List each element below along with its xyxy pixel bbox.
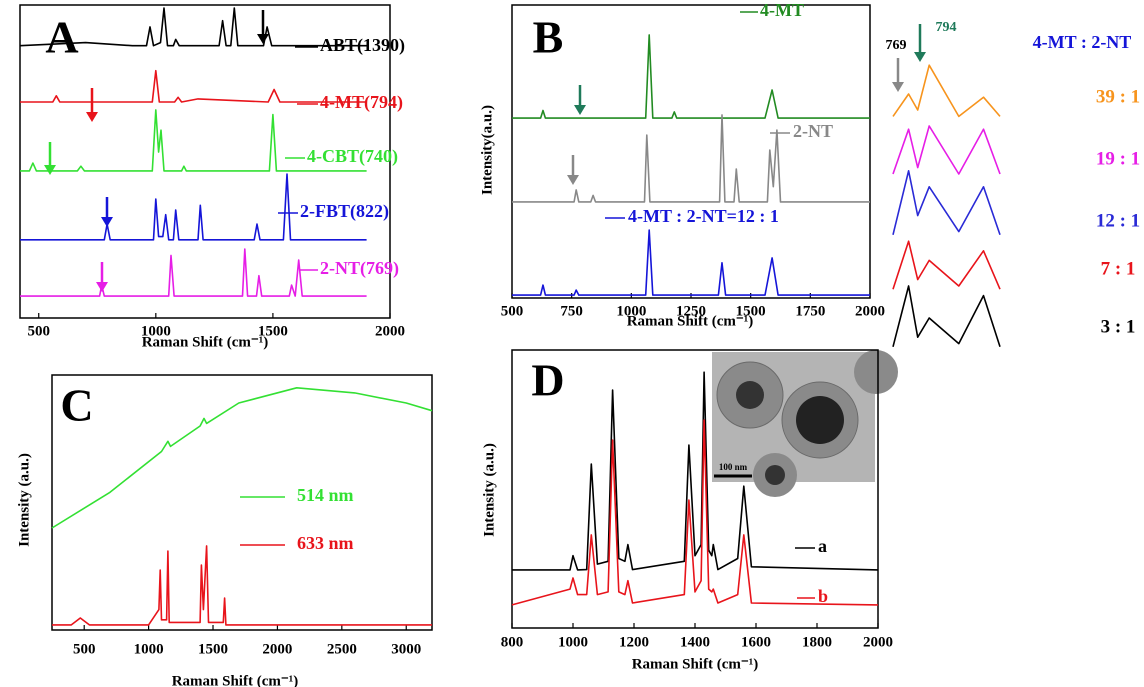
x-tick-label: 1500 (198, 641, 228, 657)
series-label: 12 : 1 (1096, 210, 1140, 231)
x-tick-label: 1000 (141, 323, 171, 339)
arrow-head (86, 112, 98, 122)
x-tick-label: 750 (560, 303, 583, 319)
x-tick-label: 2500 (327, 641, 357, 657)
panel-letter: A (45, 12, 78, 63)
x-tick-label: 1200 (619, 634, 649, 650)
spectrum (512, 230, 870, 295)
spectrum (893, 65, 1000, 116)
x-tick-label: 1750 (795, 303, 825, 319)
x-tick-label: 1500 (736, 303, 766, 319)
series-label: 2-FBT(822) (300, 201, 389, 222)
x-tick-label: 2000 (855, 303, 885, 319)
spectrum (20, 71, 367, 102)
spectrum (893, 126, 1000, 174)
scale-label: 100 nm (719, 462, 748, 472)
x-tick-label: 2000 (262, 641, 292, 657)
x-tick-label: 1800 (802, 634, 832, 650)
panel: 4-MT : 2-NT 769 794 39 : 1 19 : 1 12 : 1 7 : 1… (886, 20, 1141, 347)
spectrum (52, 388, 432, 528)
x-tick-label: 500 (27, 323, 50, 339)
series-label: 2-NT (793, 121, 833, 141)
spectrum (893, 171, 1000, 235)
peak-annotation: 794 (936, 20, 957, 35)
x-axis-label: Raman Shift (cm⁻¹) (632, 656, 759, 672)
series-label: 7 : 1 (1101, 258, 1136, 279)
spectrum (52, 546, 432, 625)
series-label: 4-MT : 2-NT=12 : 1 (628, 206, 779, 226)
series-label: ABT(1390) (320, 35, 405, 56)
spectrum (20, 249, 367, 296)
y-axis-label: Intensity (a.u.) (16, 453, 32, 547)
arrow-head (257, 34, 269, 44)
x-tick-label: 2000 (375, 323, 405, 339)
x-tick-label: 1250 (676, 303, 706, 319)
inset-title: 4-MT : 2-NT (1033, 32, 1132, 52)
panel-letter: D (531, 355, 564, 406)
x-tick-label: 500 (501, 303, 524, 319)
series-label: 3 : 1 (1101, 316, 1136, 337)
x-tick-label: 1500 (258, 323, 288, 339)
tem-image: 100 nm (712, 350, 898, 497)
particle (854, 350, 898, 394)
x-tick-label: 1400 (680, 634, 710, 650)
series-label: b (818, 586, 828, 606)
particle-core (736, 381, 764, 409)
arrow-head (567, 175, 579, 185)
arrow-head (914, 52, 926, 62)
spectrum (893, 241, 1000, 289)
x-tick-label: 1000 (134, 641, 164, 657)
x-tick-label: 800 (501, 634, 524, 650)
series-label: a (818, 536, 827, 556)
y-axis-label: Intensity(a.u.) (479, 105, 495, 195)
x-tick-label: 1000 (616, 303, 646, 319)
peak-annotation: 769 (886, 38, 907, 53)
spectrum (512, 35, 870, 118)
x-tick-label: 500 (73, 641, 96, 657)
plot-frame (52, 375, 432, 630)
x-tick-label: 2000 (863, 634, 893, 650)
x-tick-label: 1000 (558, 634, 588, 650)
plot-frame (512, 5, 870, 298)
series-label: 2-NT(769) (320, 258, 399, 279)
arrow-head (96, 282, 108, 292)
series-label: 39 : 1 (1096, 86, 1140, 107)
series-label: 4-CBT(740) (307, 146, 398, 167)
panel-letter: B (533, 12, 564, 63)
arrow-head (892, 82, 904, 92)
panel-letter: C (60, 380, 93, 431)
particle-core (765, 465, 785, 485)
series-label: 514 nm (297, 485, 354, 505)
arrow-head (101, 217, 113, 227)
spectrum (893, 286, 1000, 347)
arrow-head (574, 105, 586, 115)
y-axis-label: Intensity (a.u.) (481, 443, 497, 537)
series-label: 4-MT(794) (320, 92, 403, 113)
figure: 100 nm A Raman Shift (cm⁻¹) 500 1000 1500 200… (0, 0, 1144, 687)
x-axis-label: Raman Shift (cm⁻¹) (172, 673, 299, 687)
series-label: 633 nm (297, 533, 354, 553)
panel: C Raman Shift (cm⁻¹) Intensity (a.u.) 500 10… (16, 375, 432, 687)
particle-core (796, 396, 844, 444)
series-label: 4-MT (760, 0, 804, 20)
x-tick-label: 1600 (741, 634, 771, 650)
series-label: 19 : 1 (1096, 148, 1140, 169)
arrow-head (44, 165, 56, 175)
x-tick-label: 3000 (391, 641, 421, 657)
